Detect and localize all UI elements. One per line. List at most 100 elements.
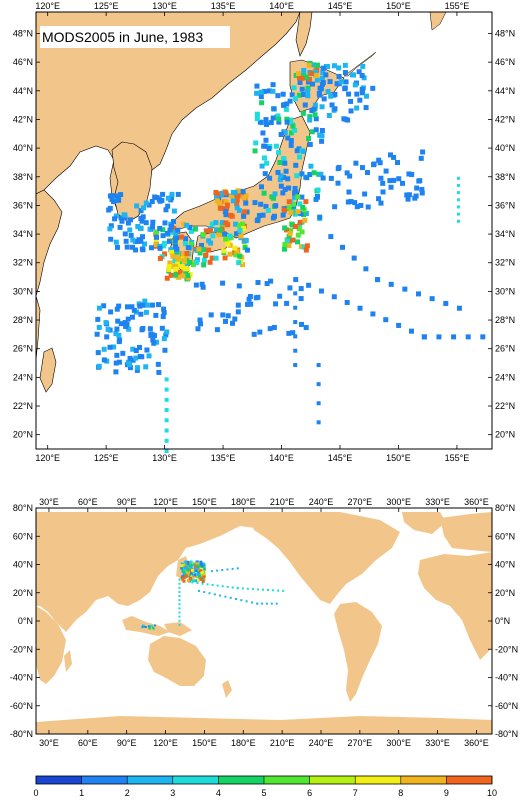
obs-cell [286, 199, 292, 205]
obs-cell [156, 302, 162, 308]
obs-cell [480, 334, 486, 340]
lat-tick-label-right: 20°N [495, 588, 515, 598]
obs-cell [260, 130, 266, 136]
obs-cell [200, 577, 204, 581]
obs-cell [290, 237, 296, 243]
obs-cell [270, 602, 273, 605]
obs-cell [94, 331, 100, 337]
obs-cell [267, 175, 273, 181]
obs-cell [254, 116, 260, 122]
obs-cell [104, 334, 110, 340]
obs-cell [195, 562, 199, 566]
obs-cell [451, 334, 457, 340]
obs-cell [336, 73, 342, 79]
obs-cell [220, 312, 226, 318]
obs-cell [300, 148, 306, 154]
obs-cell [348, 108, 354, 114]
lat-tick-label-right: -80°N [495, 729, 518, 739]
obs-cell [237, 227, 243, 233]
obs-cell [289, 92, 295, 98]
obs-cell [143, 364, 149, 370]
obs-cell [328, 175, 334, 181]
obs-cell [305, 88, 311, 94]
obs-cell [240, 262, 246, 268]
land-africa [36, 606, 66, 684]
obs-cell [281, 156, 287, 162]
obs-cell [142, 298, 148, 304]
obs-cell [346, 91, 352, 97]
obs-cell [147, 326, 153, 332]
obs-cell [180, 578, 184, 582]
obs-cell [139, 218, 145, 224]
obs-cell [152, 626, 155, 629]
obs-cell [287, 98, 293, 104]
lat-tick-label-right: 42°N [495, 114, 515, 124]
obs-cell [207, 228, 213, 234]
obs-cell [404, 192, 410, 198]
obs-cell [272, 191, 278, 197]
obs-cell [224, 206, 230, 212]
obs-cell [296, 226, 302, 232]
obs-cell [127, 227, 133, 233]
obs-cell [130, 244, 136, 250]
obs-cell [276, 150, 282, 156]
obs-cell [254, 90, 260, 96]
obs-cell [280, 91, 286, 97]
obs-cell [159, 325, 165, 331]
obs-cell [357, 305, 363, 311]
lon-tick-label-bottom: 360°E [464, 738, 489, 748]
colorbar-tick-label: 1 [79, 788, 84, 798]
obs-cell [320, 175, 326, 181]
obs-cell [137, 225, 143, 231]
bottom-map-axes: 30°E 30°E 60°E 60°E 90°E 90°E 120°E 120°E 150°E 1… [10, 497, 518, 748]
lat-tick-label-left: -20°N [10, 644, 33, 654]
obs-cell [199, 561, 203, 565]
lat-tick-label-right: 60°N [495, 531, 515, 541]
obs-cell [231, 586, 234, 589]
obs-cell [162, 347, 168, 353]
obs-cell [271, 106, 277, 112]
lat-tick-label-left: 38°N [13, 172, 33, 182]
obs-cell [238, 233, 244, 239]
lat-tick-label-left: 0°N [18, 616, 33, 626]
obs-cell [332, 106, 338, 112]
obs-cell [288, 138, 294, 144]
colorbar-segment [400, 776, 447, 784]
lat-tick-label-right: 80°N [495, 503, 515, 513]
obs-cell [146, 202, 152, 208]
obs-cell [288, 142, 294, 148]
obs-cell [154, 624, 157, 627]
obs-cell [182, 579, 186, 583]
colorbar: 0 1 2 3 4 5 6 7 8 9 10 [33, 775, 497, 798]
obs-cell [181, 257, 187, 263]
obs-cell [312, 112, 318, 118]
obs-cell [416, 291, 421, 297]
obs-cell [160, 314, 166, 320]
obs-cell [107, 226, 113, 232]
obs-cell [223, 190, 229, 196]
colorbar-segment [36, 776, 82, 784]
obs-cell [267, 588, 270, 591]
obs-cell [164, 377, 169, 382]
obs-cell [284, 116, 290, 122]
obs-cell [161, 240, 167, 246]
obs-cell [406, 171, 412, 177]
obs-cell [236, 587, 239, 590]
obs-cell [213, 190, 219, 196]
lat-tick-label-right: 46°N [495, 57, 515, 67]
obs-cell [193, 563, 197, 567]
obs-cell [184, 574, 188, 578]
obs-cell [258, 89, 264, 95]
obs-cell [257, 119, 263, 125]
obs-cell [189, 560, 193, 564]
lat-tick-label-left: -80°N [10, 729, 33, 739]
obs-cell [299, 229, 305, 235]
lon-tick-label-top: 140°E [269, 1, 294, 11]
obs-cell [201, 247, 207, 253]
obs-cell [227, 233, 233, 239]
lat-tick-label-right: -60°N [495, 701, 518, 711]
obs-cell [164, 329, 170, 335]
obs-cell [222, 255, 228, 261]
obs-cell [178, 615, 181, 618]
bottom-map-panel: 30°E 30°E 60°E 60°E 90°E 90°E 120°E 120°E 150°E 1… [10, 497, 518, 748]
